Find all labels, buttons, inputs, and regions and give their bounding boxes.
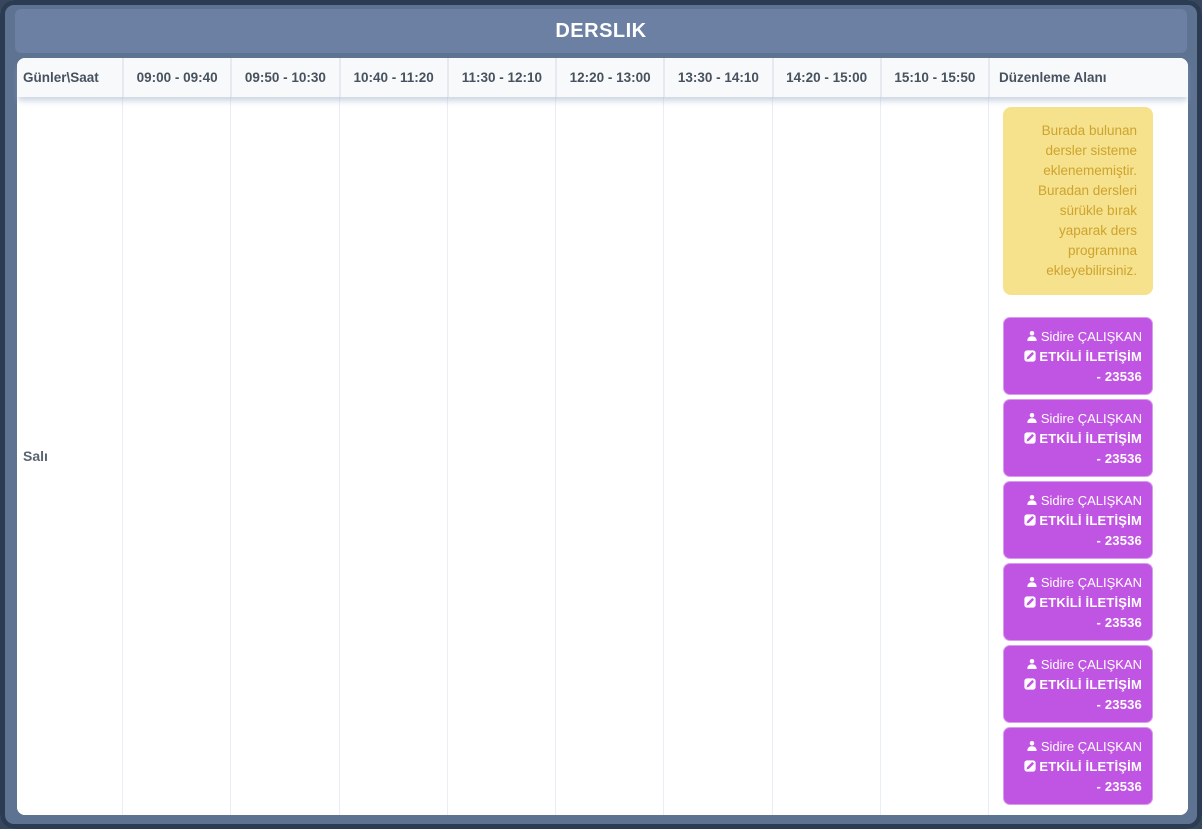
edit-icon (1024, 514, 1036, 526)
card-code-line: - 23536 (1010, 777, 1142, 797)
course-code: - 23536 (1096, 451, 1142, 466)
person-icon (1027, 576, 1037, 588)
edit-area-header-cell: Düzenleme Alanı (988, 58, 1188, 97)
course-name: ETKİLİ İLETİŞİM (1039, 431, 1142, 446)
course-card[interactable]: Sidire ÇALIŞKAN ETKİLİ İLETİŞİM - 23536 (1003, 399, 1153, 477)
course-card[interactable]: Sidire ÇALIŞKAN ETKİLİ İLETİŞİM - 23536 (1003, 727, 1153, 805)
course-name: ETKİLİ İLETİŞİM (1039, 349, 1142, 364)
edit-icon (1024, 350, 1036, 362)
time-header-cell: 09:00 - 09:40 (122, 58, 230, 97)
edit-icon (1024, 760, 1036, 772)
time-header-cell: 12:20 - 13:00 (555, 58, 663, 97)
course-code: - 23536 (1096, 615, 1142, 630)
corner-header-cell: Günler\Saat (23, 70, 99, 85)
time-header-cell: 13:30 - 14:10 (663, 58, 771, 97)
card-code-line: - 23536 (1010, 531, 1142, 551)
card-teacher-line: Sidire ÇALIŞKAN (1010, 409, 1142, 429)
course-code: - 23536 (1096, 779, 1142, 794)
card-teacher-line: Sidire ÇALIŞKAN (1010, 327, 1142, 347)
teacher-name: Sidire ÇALIŞKAN (1040, 493, 1142, 508)
timetable-panel: Günler\Saat 09:00 - 09:40 09:50 - 10:30 … (17, 58, 1188, 815)
edit-icon (1024, 596, 1036, 608)
course-name: ETKİLİ İLETİŞİM (1039, 677, 1142, 692)
person-icon (1027, 494, 1037, 506)
person-icon (1027, 740, 1037, 752)
card-course-line: ETKİLİ İLETİŞİM (1010, 511, 1142, 531)
day-cell: Salı (23, 448, 48, 464)
schedule-cell[interactable] (338, 97, 447, 815)
card-course-line: ETKİLİ İLETİŞİM (1010, 347, 1142, 367)
card-course-line: ETKİLİ İLETİŞİM (1010, 675, 1142, 695)
schedule-cell[interactable] (230, 97, 338, 815)
schedule-cell[interactable] (879, 97, 988, 815)
teacher-name: Sidire ÇALIŞKAN (1040, 329, 1142, 344)
card-code-line: - 23536 (1010, 449, 1142, 469)
card-teacher-line: Sidire ÇALIŞKAN (1010, 491, 1142, 511)
schedule-cell[interactable] (771, 97, 880, 815)
edit-icon (1024, 678, 1036, 690)
card-code-line: - 23536 (1010, 695, 1142, 715)
course-card[interactable]: Sidire ÇALIŞKAN ETKİLİ İLETİŞİM - 23536 (1003, 563, 1153, 641)
edit-area-cell: Burada bulunan dersler sisteme eklenemem… (988, 97, 1188, 815)
card-course-line: ETKİLİ İLETİŞİM (1010, 593, 1142, 613)
course-code: - 23536 (1096, 697, 1142, 712)
time-header-cell: 14:20 - 15:00 (771, 58, 880, 97)
time-header-cell: 15:10 - 15:50 (879, 58, 988, 97)
course-card[interactable]: Sidire ÇALIŞKAN ETKİLİ İLETİŞİM - 23536 (1003, 645, 1153, 723)
card-teacher-line: Sidire ÇALIŞKAN (1010, 655, 1142, 675)
time-header-cell: 09:50 - 10:30 (230, 58, 338, 97)
edit-icon (1024, 432, 1036, 444)
teacher-name: Sidire ÇALIŞKAN (1040, 657, 1142, 672)
card-code-line: - 23536 (1010, 367, 1142, 387)
person-icon (1027, 658, 1037, 670)
table-header-row: Günler\Saat 09:00 - 09:40 09:50 - 10:30 … (17, 58, 1188, 97)
course-name: ETKİLİ İLETİŞİM (1039, 595, 1142, 610)
schedule-cell[interactable] (555, 97, 663, 815)
card-teacher-line: Sidire ÇALIŞKAN (1010, 737, 1142, 757)
person-icon (1027, 330, 1037, 342)
title-bar: DERSLIK (15, 9, 1187, 53)
schedule-cell[interactable] (663, 97, 771, 815)
course-card[interactable]: Sidire ÇALIŞKAN ETKİLİ İLETİŞİM - 23536 (1003, 481, 1153, 559)
teacher-name: Sidire ÇALIŞKAN (1040, 411, 1142, 426)
table-body-row: Salı (17, 97, 1188, 815)
teacher-name: Sidire ÇALIŞKAN (1040, 739, 1142, 754)
card-course-line: ETKİLİ İLETİŞİM (1010, 757, 1142, 777)
card-code-line: - 23536 (1010, 613, 1142, 633)
course-code: - 23536 (1096, 369, 1142, 384)
teacher-name: Sidire ÇALIŞKAN (1040, 575, 1142, 590)
course-name: ETKİLİ İLETİŞİM (1039, 513, 1142, 528)
course-code: - 23536 (1096, 533, 1142, 548)
time-header-cell: 11:30 - 12:10 (446, 58, 555, 97)
person-icon (1027, 412, 1037, 424)
schedule-cell[interactable] (446, 97, 555, 815)
card-teacher-line: Sidire ÇALIŞKAN (1010, 573, 1142, 593)
card-course-line: ETKİLİ İLETİŞİM (1010, 429, 1142, 449)
course-name: ETKİLİ İLETİŞİM (1039, 759, 1142, 774)
page-title: DERSLIK (555, 19, 647, 42)
drag-drop-notice: Burada bulunan dersler sisteme eklenemem… (1003, 107, 1153, 295)
course-card[interactable]: Sidire ÇALIŞKAN ETKİLİ İLETİŞİM - 23536 (1003, 317, 1153, 395)
schedule-cell[interactable] (122, 97, 230, 815)
time-header-cell: 10:40 - 11:20 (338, 58, 447, 97)
